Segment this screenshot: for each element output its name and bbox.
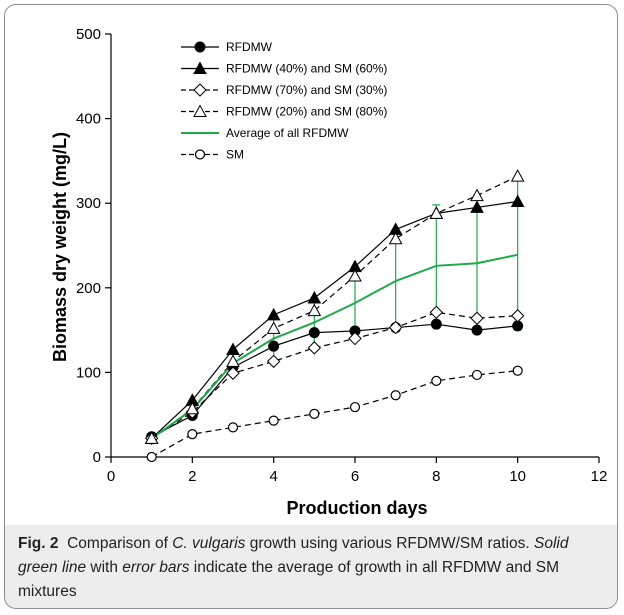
figure-frame — [4, 4, 618, 609]
caption-text-3: with — [86, 559, 123, 576]
y-tick-label: 400 — [76, 111, 101, 128]
x-tick-label: 8 — [432, 468, 440, 485]
legend-entry-4: Average of all RFDMW — [226, 126, 349, 140]
x-tick-label: 0 — [107, 468, 115, 485]
series-lines — [151, 175, 518, 458]
marker-filled-circle — [430, 318, 442, 330]
marker-open-circle — [471, 369, 483, 381]
caption-background — [5, 525, 617, 608]
series-line-5 — [151, 370, 518, 458]
marker-open-circle — [227, 422, 239, 433]
x-tick-label: 2 — [188, 468, 196, 485]
marker-open-triangle — [429, 206, 444, 219]
marker-filled-triangle — [193, 61, 207, 74]
marker-filled-triangle — [510, 194, 525, 208]
x-tick-label: 12 — [591, 468, 608, 485]
legend-entry-0: RFDMW — [226, 40, 273, 54]
x-tick-label: 6 — [351, 468, 359, 485]
marker-open-circle — [194, 149, 206, 160]
marker-open-diamond — [226, 366, 240, 380]
legend-entry-3: RFDMW (20%) and SM (80%) — [226, 105, 387, 119]
y-tick-label: 100 — [76, 364, 101, 381]
y-tick-label: 500 — [76, 26, 101, 43]
error-bars — [147, 175, 522, 440]
caption-text-2: growth using various RFDMW/SM ratios. — [245, 535, 534, 552]
caption-text-4: indicate the average of growth in all RF… — [18, 559, 560, 600]
caption-species: C. vulgaris — [172, 535, 246, 552]
chart-axes: 0 2 4 6 8 10 12 0 100 200 300 400 500 — [76, 26, 607, 485]
series-line-0 — [151, 323, 518, 438]
marker-open-circle — [187, 429, 198, 440]
marker-open-circle — [268, 415, 279, 426]
caption-emphasis-1: Solid green line — [18, 535, 569, 576]
y-tick-label: 0 — [93, 449, 101, 466]
marker-open-triangle — [185, 401, 200, 415]
legend-entry-1: RFDMW (40%) and SM (60%) — [226, 62, 387, 76]
y-tick-label: 300 — [76, 195, 101, 212]
series-line-4 — [151, 253, 518, 440]
biomass-chart: 0 2 4 6 8 10 12 0 100 200 300 400 500 RFDMW RFDMW (40… — [50, 26, 607, 518]
marker-open-triangle — [388, 231, 403, 245]
marker-filled-circle — [308, 327, 320, 339]
marker-open-diamond — [307, 341, 322, 355]
marker-open-circle — [390, 390, 401, 401]
marker-open-circle — [349, 401, 361, 413]
caption-text-1: Comparison of — [67, 535, 173, 552]
x-axis-title: Production days — [286, 498, 427, 518]
legend-entry-5: SM — [226, 148, 244, 162]
marker-filled-triangle — [470, 200, 484, 213]
series-line-1 — [151, 200, 518, 439]
marker-open-triangle — [470, 188, 484, 202]
marker-open-triangle — [193, 104, 207, 117]
marker-open-diamond — [470, 311, 484, 325]
legend: RFDMW RFDMW (40%) and SM (60%) RFDMW (70%)… — [181, 40, 387, 162]
caption-emphasis-2: error bars — [122, 559, 190, 576]
marker-filled-circle — [194, 41, 206, 53]
legend-entry-2: RFDMW (70%) and SM (30%) — [226, 83, 387, 97]
x-tick-label: 4 — [269, 468, 277, 485]
marker-open-triangle — [307, 303, 322, 317]
marker-open-diamond — [388, 320, 403, 335]
marker-open-diamond — [193, 83, 207, 97]
marker-open-circle — [146, 451, 157, 463]
caption-label: Fig. 2 — [18, 535, 59, 552]
series-line-2 — [151, 311, 518, 439]
marker-filled-circle — [268, 340, 280, 352]
marker-open-triangle — [144, 431, 159, 444]
marker-open-triangle — [348, 268, 362, 282]
marker-open-circle — [431, 375, 442, 386]
marker-open-triangle — [226, 354, 240, 367]
x-tick-label: 10 — [509, 468, 526, 485]
marker-open-diamond — [429, 305, 444, 320]
marker-filled-triangle — [266, 307, 281, 321]
marker-open-diamond — [348, 331, 362, 346]
marker-open-diamond — [266, 354, 281, 369]
y-axis-title: Biomass dry weight (mg/L) — [50, 132, 70, 362]
marker-filled-circle — [471, 324, 483, 336]
marker-open-diamond — [510, 309, 525, 323]
y-tick-label: 200 — [76, 280, 101, 297]
marker-filled-triangle — [307, 290, 322, 304]
marker-open-circle — [309, 408, 320, 419]
marker-open-circle — [512, 365, 523, 376]
series-markers — [144, 169, 525, 463]
marker-open-triangle — [510, 169, 525, 182]
figure-caption: Fig. 2 Comparison of C. vulgaris growth … — [18, 532, 608, 604]
marker-open-triangle — [266, 321, 281, 334]
